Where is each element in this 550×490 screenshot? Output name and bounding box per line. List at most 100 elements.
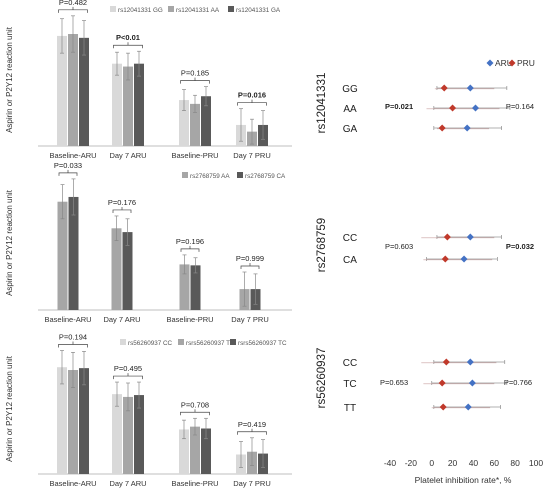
legend-swatch <box>178 339 184 345</box>
p-value-label: P=0.196 <box>176 237 204 246</box>
significance-bracket <box>113 42 143 49</box>
legend-label: rs12041331 GG <box>118 7 163 14</box>
significance-bracket <box>240 263 260 269</box>
legend-swatch <box>237 172 243 178</box>
category-label: Day 7 ARU <box>103 315 140 324</box>
legend-label: rs2768759 CA <box>245 173 286 180</box>
x-tick-label: -40 <box>384 458 397 468</box>
legend-label: rsrs56260937 TT <box>186 340 234 347</box>
bar <box>134 63 144 146</box>
x-tick-label: 20 <box>448 458 458 468</box>
bar <box>201 428 211 474</box>
legend-swatch <box>228 6 234 12</box>
pru-marker <box>443 233 451 241</box>
bar <box>179 100 189 146</box>
aru-marker <box>466 233 474 241</box>
bar <box>123 396 133 474</box>
genotype-label: TC <box>343 379 356 390</box>
category-label: Baseline-PRU <box>171 151 218 160</box>
p-value-label: P=0.194 <box>59 333 87 342</box>
category-label: Baseline-ARU <box>49 151 96 160</box>
category-label: Day 7 ARU <box>109 479 146 488</box>
x-tick-label: 40 <box>469 458 479 468</box>
pru-marker <box>440 84 448 92</box>
bar <box>79 368 89 474</box>
pru-marker <box>449 104 457 112</box>
pru-marker <box>438 124 446 132</box>
pru-marker <box>439 403 447 411</box>
bar <box>57 201 68 310</box>
snp-label: rs2768759 <box>316 218 328 272</box>
p-value-label: P=0.016 <box>238 91 266 100</box>
p-value-right: P=0.032 <box>506 242 534 251</box>
significance-bracket <box>58 6 88 13</box>
p-value-right: P=0.766 <box>504 378 532 387</box>
aru-marker <box>466 358 474 366</box>
bar <box>111 228 122 310</box>
significance-bracket <box>58 169 78 176</box>
pru-marker <box>438 379 446 387</box>
significance-bracket <box>112 206 132 213</box>
pru-marker <box>442 358 450 366</box>
significance-bracket <box>113 373 143 380</box>
legend-label: PRU <box>517 58 535 68</box>
bar <box>112 63 122 146</box>
category-label: Day 7 PRU <box>231 315 269 324</box>
p-value-label: P=0.999 <box>236 254 264 263</box>
legend-swatch <box>182 172 188 178</box>
bar <box>122 232 133 310</box>
bar <box>190 265 201 310</box>
p-value-right: P=0.164 <box>506 102 534 111</box>
bar <box>79 37 89 146</box>
genotype-label: GG <box>342 84 358 95</box>
bar <box>57 35 67 146</box>
legend-label: rs12041331 GA <box>236 7 281 14</box>
legend-label: rs12041331 AA <box>176 7 220 14</box>
bar <box>134 395 144 474</box>
significance-bracket <box>180 245 200 252</box>
x-tick-label: 100 <box>529 458 543 468</box>
p-value-label: P=0.185 <box>181 69 209 78</box>
p-value-left: P=0.021 <box>385 102 413 111</box>
genotype-label: CC <box>343 358 357 369</box>
aru-marker <box>464 403 472 411</box>
bar <box>179 429 189 474</box>
aru-marker <box>472 104 480 112</box>
legend-swatch <box>230 339 236 345</box>
category-label: Day 7 PRU <box>233 151 271 160</box>
bar <box>68 196 79 310</box>
x-axis-label: Platelet inhibition rate*, % <box>415 475 512 485</box>
y-axis-label: Aspirin or P2Y12 reaction unit <box>5 355 14 462</box>
significance-bracket <box>237 428 267 435</box>
significance-bracket <box>180 77 210 84</box>
bar <box>68 370 78 474</box>
aru-marker <box>460 255 468 263</box>
aru-marker <box>466 84 474 92</box>
p-value-left: P=0.653 <box>380 378 408 387</box>
category-label: Day 7 ARU <box>109 151 146 160</box>
bar <box>190 426 200 474</box>
category-label: Day 7 PRU <box>233 479 271 488</box>
y-axis-label: Aspirin or P2Y12 reaction unit <box>5 26 14 133</box>
significance-bracket <box>180 409 210 416</box>
bar <box>68 34 78 147</box>
p-value-left: P=0.603 <box>385 242 413 251</box>
legend-label: rs2768759 AA <box>190 173 230 180</box>
legend-swatch <box>120 339 126 345</box>
genotype-label: AA <box>343 104 357 115</box>
x-tick-label: 80 <box>510 458 520 468</box>
significance-bracket <box>58 341 88 348</box>
aru-marker <box>463 124 471 132</box>
legend-label: ARU <box>495 58 513 68</box>
x-tick-label: -20 <box>405 458 418 468</box>
bar <box>112 394 122 474</box>
snp-label: rs12041331 <box>316 73 328 134</box>
legend-swatch <box>110 6 116 12</box>
x-tick-label: 0 <box>429 458 434 468</box>
x-tick-label: 60 <box>490 458 500 468</box>
category-label: Baseline-ARU <box>44 315 91 324</box>
p-value-label: P=0.033 <box>54 161 82 170</box>
legend-swatch <box>168 6 174 12</box>
bar <box>201 96 211 146</box>
